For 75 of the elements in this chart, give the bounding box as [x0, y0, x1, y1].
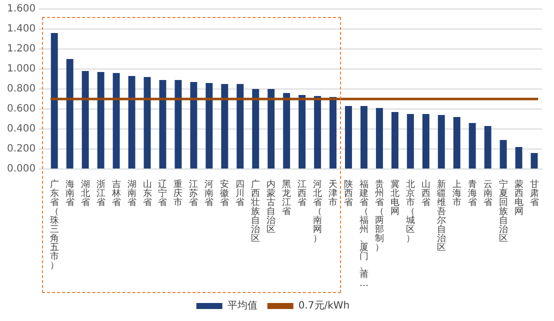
x-tick-label: 北京市（城区）: [404, 178, 415, 244]
x-tick-label: 海南省: [65, 178, 74, 208]
bar: [530, 153, 538, 168]
y-tick-label: 0.600: [6, 104, 36, 115]
bar: [391, 112, 398, 168]
y-tick-label: 0.000: [6, 164, 36, 175]
x-tick-label: 内蒙古自治区: [266, 178, 276, 235]
bar: [468, 123, 476, 168]
bar: [159, 80, 166, 168]
x-tick-label: 云南省: [483, 180, 492, 208]
x-tick-label: 宁夏回族自治区: [498, 178, 508, 244]
x-tick-label: 广西壮族自治区: [250, 178, 260, 244]
x-tick-label: 冀北电网: [390, 178, 400, 217]
bar: [376, 108, 383, 168]
x-tick-label: 青海省: [468, 178, 477, 208]
bar: [128, 76, 136, 168]
x-tick-label: 山西省: [421, 178, 430, 208]
x-tick-label: 湖南省: [127, 178, 136, 208]
bar: [174, 80, 182, 168]
x-tick-label: 江西省: [298, 178, 307, 208]
x-tick-label: 江苏省: [189, 178, 198, 208]
bar: [50, 33, 58, 168]
y-tick-label: 1.600: [6, 4, 36, 15]
bar: [283, 93, 290, 168]
y-tick-label: 0.400: [6, 124, 36, 135]
x-tick-label: 蒙西电网: [514, 178, 524, 217]
category-label: 福建省（福州、厦门、莆…: [359, 180, 368, 289]
x-tick-label: 贵州省（两部制）: [374, 178, 384, 253]
x-tick-label: 重庆市: [174, 178, 183, 208]
x-tick-label: 新疆维吾尔自治区: [436, 178, 446, 253]
bar: [360, 106, 368, 168]
bar: [144, 77, 151, 168]
bar: [330, 97, 336, 168]
bar: [66, 59, 74, 168]
y-tick-label: 0.200: [6, 144, 36, 155]
x-tick-label: 上海市: [452, 178, 462, 208]
x-tick-label: 湖北省: [80, 178, 90, 208]
bar: [206, 83, 213, 168]
x-tick-label: 辽宁省: [158, 178, 168, 208]
bar: [453, 117, 460, 168]
bar: [97, 72, 104, 168]
y-tick-label: 1.200: [6, 44, 36, 55]
legend-label: 0.7元/kWh: [298, 300, 350, 312]
category-label: 广东省（珠三角五市）: [50, 180, 59, 271]
y-tick-label: 1.000: [6, 64, 36, 75]
legend-label: 平均值: [227, 300, 258, 312]
x-tick-label: 浙江省: [96, 178, 106, 208]
bar: [221, 84, 228, 168]
x-tick-label: 吉林省: [110, 178, 121, 208]
x-tick-label: 河南省: [204, 178, 214, 208]
y-tick-label: 1.400: [6, 24, 36, 35]
bar: [515, 147, 522, 168]
bar: [298, 95, 306, 168]
bar: [190, 82, 198, 168]
bar: [422, 114, 430, 168]
bar: [268, 89, 275, 168]
x-tick-label: 甘肃省: [530, 178, 539, 208]
bar: [406, 114, 414, 168]
bar: [112, 73, 120, 168]
bar: [500, 140, 507, 168]
bar: [252, 89, 260, 168]
x-tick-label: 山东省: [142, 178, 152, 208]
x-tick-label: 陕西省: [344, 178, 353, 208]
x-tick-label: 安徽省: [220, 178, 230, 208]
x-tick-label: 黑龙江省: [282, 178, 292, 217]
x-tick-label: 河北省（南网）: [313, 178, 322, 244]
x-tick-label: 四川省: [236, 180, 245, 208]
bar: [438, 115, 445, 168]
bar: [314, 96, 322, 168]
y-tick-label: 0.800: [6, 84, 36, 95]
bar: [484, 126, 492, 168]
x-tick-label: 天津市: [328, 178, 338, 208]
bar: [345, 106, 352, 168]
bar: [82, 71, 89, 168]
bar: [236, 84, 244, 168]
